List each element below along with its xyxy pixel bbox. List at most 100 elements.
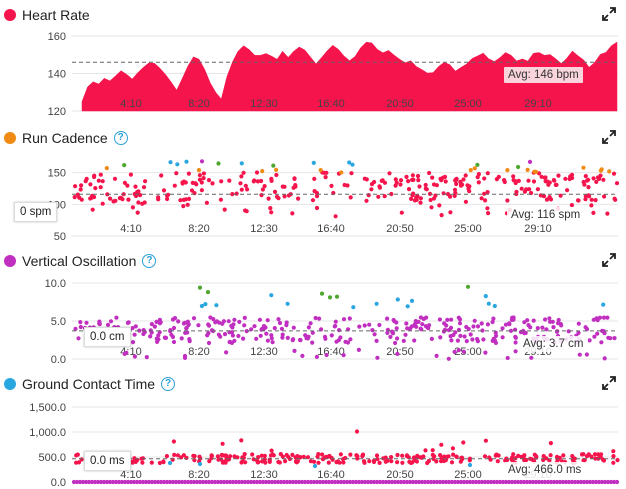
contact-point: [95, 479, 101, 485]
expand-icon[interactable]: [602, 7, 616, 21]
oscillation-point: [438, 335, 443, 340]
contact-point: [608, 479, 614, 485]
cadence-point: [111, 199, 116, 204]
oscillation-point: [182, 353, 188, 359]
contact-point: [400, 460, 405, 465]
contact-point: [278, 452, 283, 457]
cadence-point: [379, 178, 384, 183]
vertical-oscillation-title: Vertical Oscillation ?: [4, 251, 157, 271]
oscillation-point: [480, 328, 485, 333]
contact-point: [312, 459, 317, 464]
cadence-point: [90, 207, 95, 212]
contact-point: [262, 453, 267, 458]
cadence-point: [329, 183, 334, 188]
oscillation-point: [493, 330, 498, 335]
cadence-point: [418, 200, 423, 205]
cadence-point: [269, 176, 274, 181]
hr-x-tick-label: 4:10: [120, 98, 141, 110]
cadence-point: [475, 175, 480, 180]
expand-icon[interactable]: [602, 130, 616, 144]
ground-contact-time-avg-label: Avg: 466.0 ms: [504, 462, 586, 478]
oscillation-point: [513, 349, 518, 354]
contact-point: [176, 479, 182, 485]
contact-point: [224, 479, 230, 485]
contact-point: [615, 458, 620, 463]
cadence-point: [417, 184, 422, 189]
contact-point: [551, 479, 557, 485]
cadence-point: [293, 183, 298, 188]
contact-point: [515, 479, 521, 485]
contact-point: [548, 453, 553, 458]
oscillation-point: [132, 332, 137, 337]
contact-point: [327, 453, 332, 459]
contact-point: [119, 479, 125, 485]
contact-point: [263, 460, 268, 465]
oscillation-point: [404, 321, 409, 326]
vertical-oscillation-label: Vertical Oscillation: [22, 253, 137, 269]
oscillation-point: [472, 318, 477, 323]
contact-point: [218, 479, 224, 485]
oscillation-point: [592, 334, 597, 339]
contact-point: [524, 479, 530, 485]
question-circle-icon[interactable]: ?: [142, 254, 157, 268]
contact-point: [200, 479, 206, 485]
cadence-point: [122, 180, 127, 185]
cadence-point: [393, 177, 398, 182]
cadence-point: [535, 187, 541, 192]
contact-point: [383, 459, 388, 464]
contact-point: [215, 454, 220, 459]
cadence-point: [165, 196, 170, 202]
expand-icon[interactable]: [602, 253, 616, 267]
contact-point: [182, 479, 188, 485]
contact-point: [431, 479, 437, 485]
question-circle-icon[interactable]: ?: [113, 131, 128, 145]
oscillation-point: [179, 336, 184, 341]
oscillation-point: [176, 319, 181, 324]
contact-point: [566, 479, 572, 485]
contact-point: [271, 453, 276, 458]
oscillation-point: [556, 317, 561, 323]
contact-point: [512, 479, 518, 485]
contact-point: [287, 479, 293, 485]
contact-point: [110, 479, 116, 485]
oscillation-point: [405, 326, 410, 331]
question-circle-icon[interactable]: ?: [161, 377, 176, 391]
cadence-point: [274, 194, 280, 199]
contact-point: [413, 479, 419, 485]
cadence-point: [230, 192, 235, 197]
contact-point: [359, 479, 365, 485]
contact-point: [548, 479, 554, 485]
contact-point: [401, 479, 407, 485]
contact-point: [301, 454, 306, 459]
cadence-point: [476, 180, 481, 185]
oscillation-point: [341, 353, 346, 358]
contact-point: [503, 479, 509, 485]
oscillation-point: [409, 298, 415, 303]
cadence-point: [461, 177, 466, 182]
oscillation-point: [292, 348, 297, 353]
oscillation-point: [409, 324, 414, 329]
cadence-point: [135, 210, 140, 215]
contact-point: [446, 479, 452, 485]
cadence-point: [443, 179, 448, 184]
cadence-point: [219, 179, 224, 184]
oscillation-point: [155, 339, 160, 344]
oscillation-point: [232, 317, 237, 322]
cadence-point: [78, 187, 83, 192]
oscillation-point: [543, 317, 548, 322]
rc-x-tick-label: 4:10: [120, 223, 141, 235]
oscillation-point: [156, 333, 161, 338]
oscillation-point: [229, 323, 234, 328]
oscillation-point: [333, 323, 338, 329]
expand-icon[interactable]: [602, 376, 616, 390]
oscillation-point: [148, 334, 153, 339]
ground-contact-time-current-value: 0.0 ms: [84, 451, 131, 471]
contact-point: [434, 459, 439, 464]
cadence-point: [568, 174, 573, 179]
contact-point: [259, 453, 264, 458]
contact-point: [157, 460, 162, 466]
cadence-point: [387, 171, 392, 176]
contact-point: [367, 459, 372, 464]
oscillation-point: [462, 334, 467, 339]
contact-point: [587, 479, 593, 485]
